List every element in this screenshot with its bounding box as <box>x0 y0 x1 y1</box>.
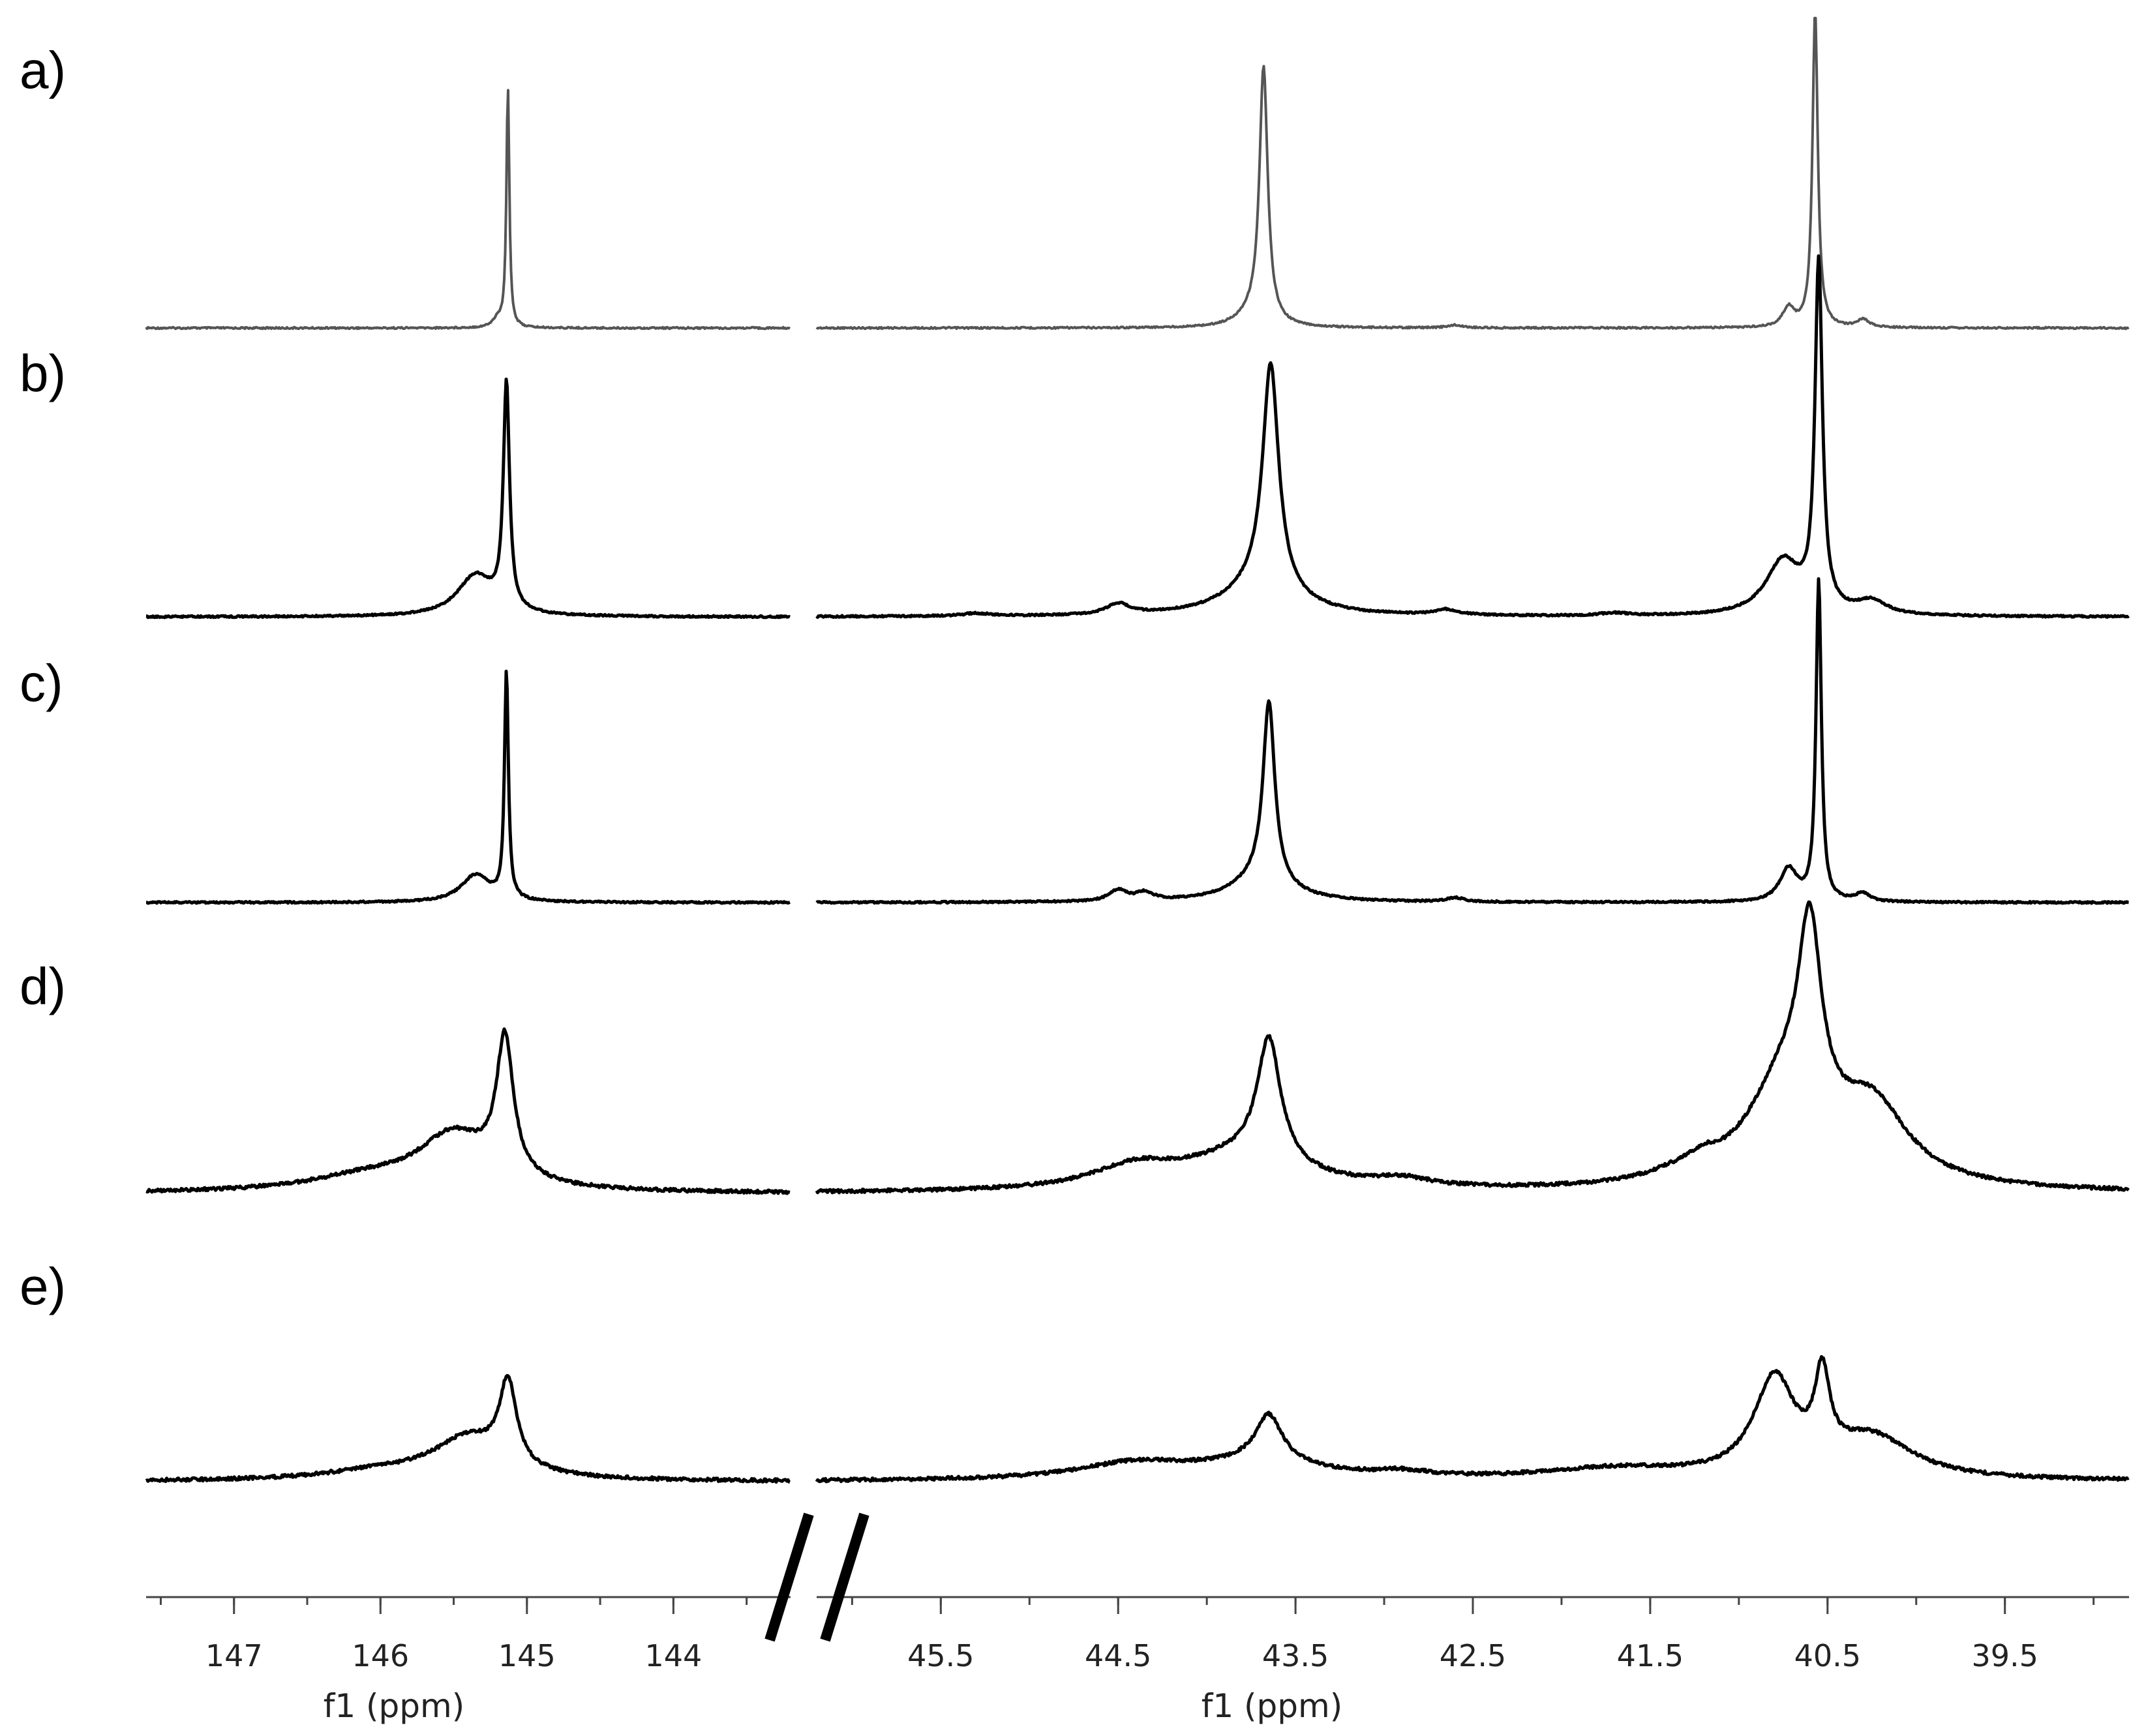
trace-label: b) <box>20 344 66 402</box>
spectrum-trace-b-right <box>815 254 2130 619</box>
spectrum-trace-a-right <box>815 16 2130 331</box>
spectrum-trace-b-left <box>145 378 791 620</box>
axis-break-mark <box>820 1512 869 1642</box>
spectrum-trace-a-left <box>145 89 791 331</box>
spectrum-trace-d-right <box>815 900 2130 1195</box>
x-tick-label: 145 <box>498 1638 556 1673</box>
trace-label: a) <box>20 41 66 99</box>
trace-label: e) <box>20 1257 66 1315</box>
trace-label: d) <box>20 957 66 1015</box>
x-tick-label: 144 <box>644 1638 702 1673</box>
spectrum-trace-c-right <box>815 577 2130 905</box>
spectrum-trace-c-left <box>145 669 791 905</box>
x-tick-label: 39.5 <box>1971 1638 2038 1673</box>
x-tick-label: 40.5 <box>1794 1638 1861 1673</box>
x-tick-label: 43.5 <box>1262 1638 1329 1673</box>
spectrum-trace-e-right <box>815 1354 2130 1484</box>
x-tick-label: 42.5 <box>1440 1638 1506 1673</box>
x-axis-title-right: f1 (ppm) <box>1201 1687 1343 1725</box>
x-tick-label: 45.5 <box>907 1638 974 1673</box>
x-tick-label: 41.5 <box>1617 1638 1684 1673</box>
spectrum-trace-d-left <box>145 1027 791 1195</box>
axis-break-mark <box>764 1512 814 1642</box>
x-tick-label: 146 <box>352 1638 409 1673</box>
x-axis-title-left: f1 (ppm) <box>324 1687 465 1725</box>
spectrum-trace-e-left <box>145 1373 791 1484</box>
trace-label: c) <box>20 654 63 712</box>
x-tick-label: 44.5 <box>1085 1638 1151 1673</box>
x-axis: 147 146 145 144 45.5 44.5 43.5 42.5 41.5 40.5 39.5… <box>146 1512 2129 1725</box>
x-tick-label: 147 <box>205 1638 263 1673</box>
